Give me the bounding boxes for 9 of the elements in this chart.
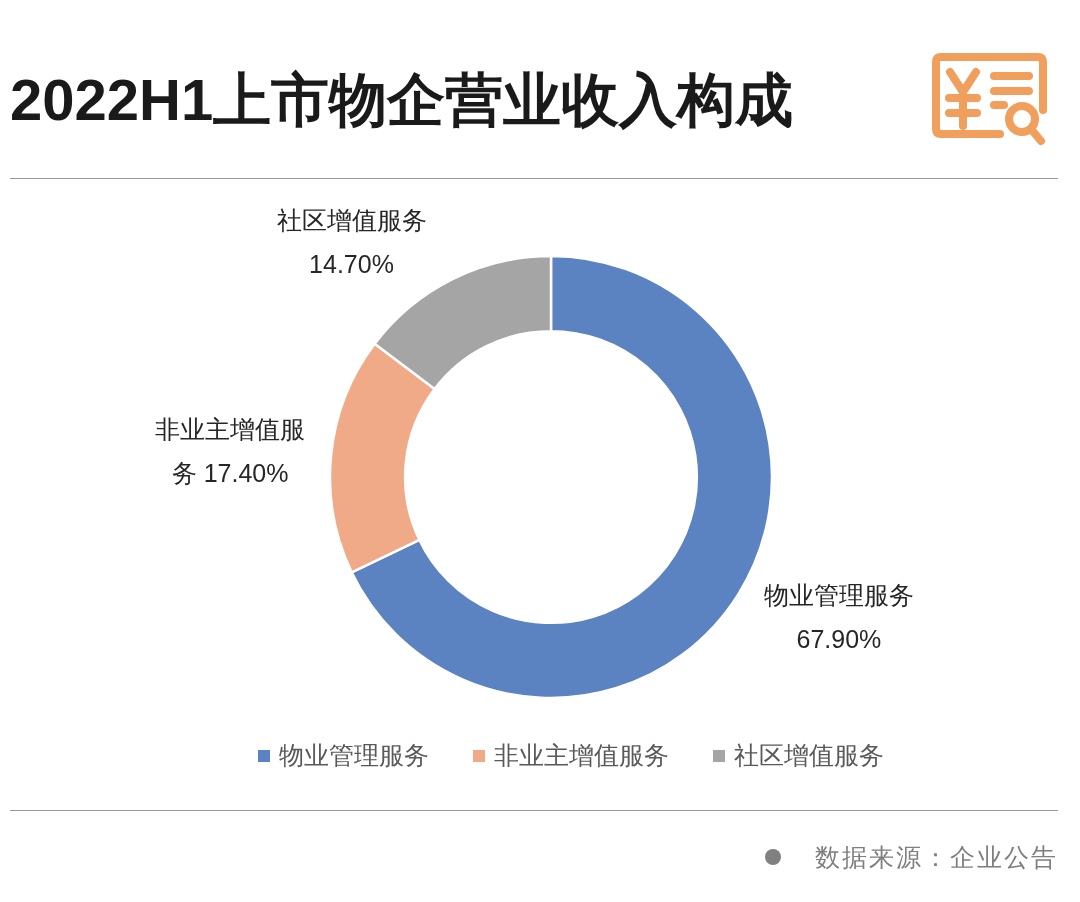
legend-label: 物业管理服务 — [279, 740, 429, 771]
title: 2022H1上市物企营业收入构成 — [10, 66, 794, 134]
legend: 物业管理服务 非业主增值服务 社区增值服务 — [258, 739, 884, 772]
data-label: 非业主增值服务 17.40% — [154, 413, 307, 489]
data-label: 社区增值服务 14.70% — [275, 204, 428, 280]
legend-label: 非业主增值服务 — [494, 740, 669, 771]
annotation: 数据来源：企业公告 — [815, 842, 1058, 873]
data-label: 物业管理服务 67.90% — [762, 580, 915, 656]
legend-label: 社区增值服务 — [734, 740, 884, 771]
